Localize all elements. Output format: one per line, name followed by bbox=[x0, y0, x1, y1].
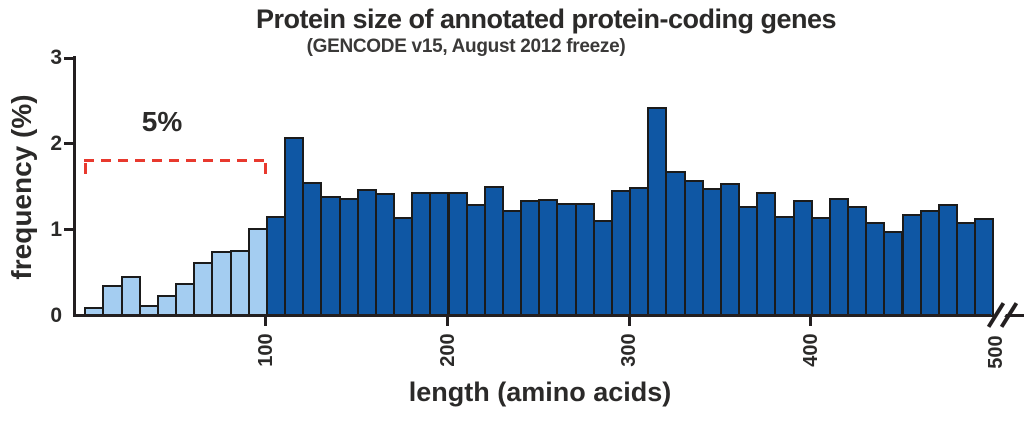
histogram-bar bbox=[901, 213, 922, 317]
histogram-bar bbox=[719, 183, 741, 317]
y-tick-mark bbox=[64, 142, 73, 146]
x-tick-label: 100 bbox=[254, 333, 277, 367]
x-tick-mark bbox=[627, 317, 631, 326]
histogram-bar bbox=[429, 192, 450, 317]
histogram-bar bbox=[229, 249, 250, 317]
histogram-bar bbox=[538, 199, 559, 317]
x-tick-label: 400 bbox=[799, 333, 822, 367]
histogram-bar bbox=[847, 206, 868, 317]
x-tick-label: 300 bbox=[618, 333, 641, 367]
y-axis-line bbox=[73, 56, 76, 317]
histogram-bar bbox=[465, 203, 486, 317]
histogram-bar bbox=[919, 210, 940, 317]
histogram-bar bbox=[665, 170, 686, 317]
histogram-bar bbox=[592, 219, 613, 317]
histogram-bar bbox=[356, 189, 377, 317]
x-tick-label: 200 bbox=[436, 333, 459, 367]
histogram-bar bbox=[520, 200, 541, 317]
histogram-bar bbox=[810, 217, 831, 317]
histogram-bar bbox=[865, 221, 886, 317]
y-tick-label: 1 bbox=[50, 217, 62, 241]
y-tick-mark bbox=[64, 56, 73, 60]
histogram-bar bbox=[883, 231, 904, 317]
histogram-bar bbox=[284, 136, 305, 317]
five-percent-bracket-right-tick bbox=[264, 163, 267, 174]
histogram-bar bbox=[483, 186, 504, 317]
histogram-bar bbox=[683, 180, 704, 317]
x-tick-mark bbox=[809, 317, 813, 326]
histogram-bar bbox=[102, 285, 123, 317]
y-tick-label: 2 bbox=[50, 131, 62, 155]
y-axis-label: frequency (%) bbox=[6, 94, 37, 280]
histogram-bar bbox=[338, 198, 359, 317]
histogram-bar bbox=[175, 283, 196, 317]
histogram-bar bbox=[247, 227, 268, 317]
five-percent-bracket-line bbox=[84, 159, 268, 162]
histogram-bar bbox=[937, 204, 958, 317]
histogram-bar bbox=[411, 192, 432, 317]
x-axis-line bbox=[73, 314, 991, 317]
histogram-bar bbox=[556, 202, 577, 317]
histogram-bar bbox=[610, 189, 632, 317]
x-tick-mark bbox=[264, 317, 268, 326]
x-axis-label: length (amino acids) bbox=[408, 377, 672, 407]
histogram-bar bbox=[774, 216, 795, 317]
histogram-bar bbox=[447, 191, 468, 317]
histogram-bar bbox=[302, 182, 323, 317]
five-percent-annotation-label: 5% bbox=[141, 106, 183, 137]
chart-title: Protein size of annotated protein-coding… bbox=[255, 4, 837, 34]
histogram-bar bbox=[701, 188, 722, 317]
histogram-bar bbox=[738, 206, 759, 317]
histogram-bar bbox=[211, 250, 232, 317]
histogram-bar bbox=[393, 217, 414, 317]
histogram-bar bbox=[647, 106, 668, 317]
histogram-bar bbox=[320, 195, 341, 317]
histogram-bar bbox=[265, 216, 287, 317]
y-tick-label: 0 bbox=[50, 303, 62, 327]
x-tick-mark bbox=[446, 317, 449, 326]
histogram-bar bbox=[955, 222, 977, 317]
five-percent-bracket-left-tick bbox=[84, 163, 87, 174]
chart-subtitle: (GENCODE v15, August 2012 freeze) bbox=[306, 36, 626, 57]
y-tick-mark bbox=[64, 228, 73, 232]
histogram-bar bbox=[792, 200, 813, 317]
histogram-bar bbox=[756, 192, 777, 317]
histogram-bar bbox=[120, 275, 141, 317]
histogram-bar bbox=[193, 261, 214, 317]
histogram-bar bbox=[501, 210, 523, 317]
histogram-bar bbox=[574, 202, 595, 317]
histogram-bar bbox=[629, 187, 650, 317]
histogram-bar bbox=[828, 197, 850, 317]
x-axis-line-post-break bbox=[1004, 314, 1024, 317]
x-tick-label: 500 bbox=[985, 335, 1008, 369]
histogram-bar bbox=[374, 193, 396, 317]
y-tick-label: 3 bbox=[50, 46, 62, 70]
histogram-bar bbox=[974, 218, 995, 317]
